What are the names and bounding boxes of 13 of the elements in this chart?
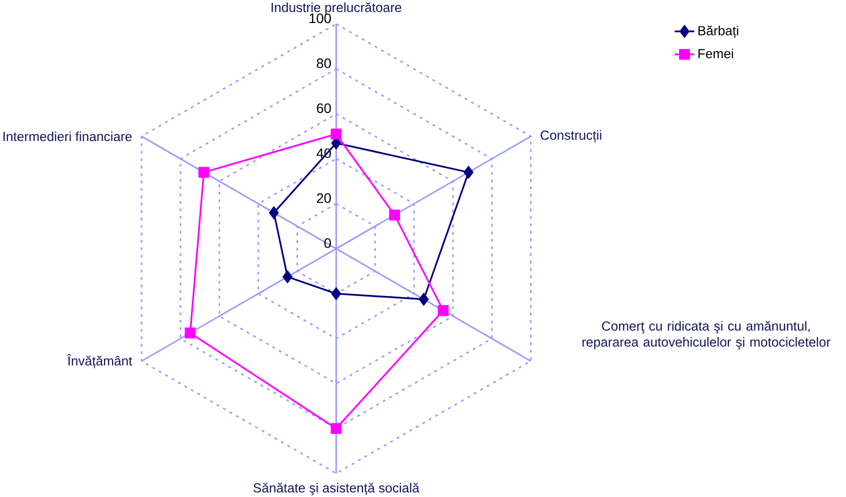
legend-label: Femei (698, 48, 734, 58)
spoke-label: Sănătate şi asistență socială (254, 482, 420, 495)
spoke-label: Industrie prelucrătoare (272, 2, 402, 14)
spoke-label: Comerţ cu ridicata şi cu amănuntul, repararea autovehiculelor şi motocicletelor (582, 320, 830, 350)
y-tick-label: 60 (316, 103, 331, 113)
y-tick-label: 0 (324, 238, 331, 248)
y-tick-label: 100 (310, 13, 331, 23)
spoke-label: Învățământ (66, 354, 132, 368)
spoke-label: Construcții (540, 130, 602, 142)
y-tick-label: 80 (316, 58, 331, 68)
spoke-label: Intermedieri financiare (4, 131, 132, 141)
legend-label: Bărbați (698, 25, 738, 38)
y-tick-label: 20 (316, 193, 331, 203)
